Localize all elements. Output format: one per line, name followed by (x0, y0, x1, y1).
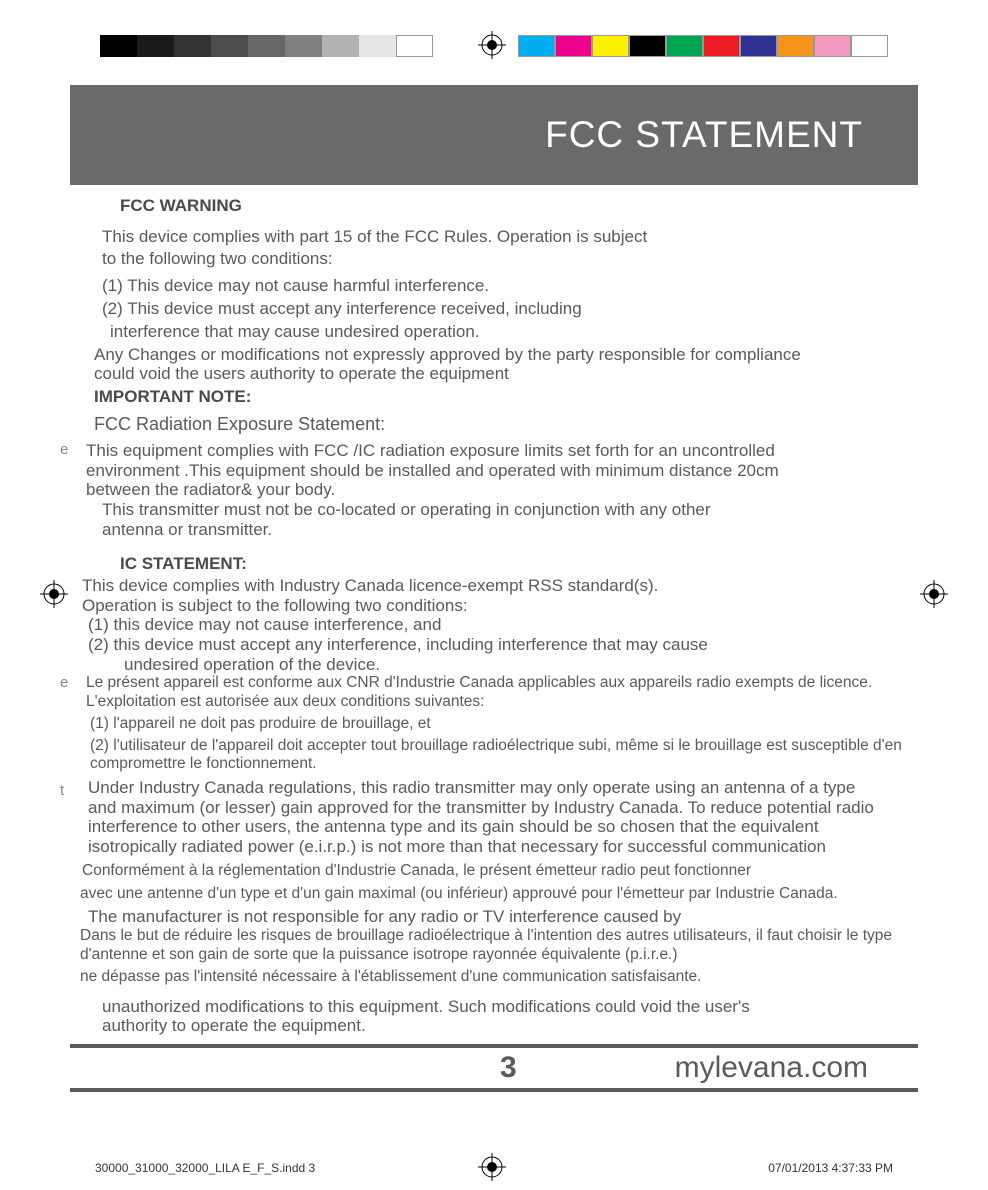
registration-target-bottom (478, 1153, 506, 1181)
margin-marker-2: e (60, 674, 68, 693)
ic-fr1: Le présent appareil est conforme aux CNR… (86, 674, 916, 711)
radiation-body1: This equipment complies with FCC /IC rad… (86, 441, 806, 500)
margin-marker-1: e (60, 441, 68, 460)
fcc-intro: This device complies with part 15 of the… (102, 226, 662, 269)
margin-marker-3: t (60, 782, 64, 801)
footer-bar: 3 mylevana.com (70, 1044, 918, 1092)
ic-line2: Operation is subject to the following tw… (82, 596, 916, 616)
radiation-body2: This transmitter must not be co-located … (102, 500, 762, 539)
ic-fr-reg1: Conformément à la réglementation d'Indus… (82, 862, 916, 881)
ic-en-manu: The manufacturer is not responsible for … (88, 907, 916, 927)
registration-target-left (40, 580, 68, 608)
color-squares (518, 35, 888, 57)
print-info-left: 30000_31000_32000_LILA E_F_S.indd 3 (95, 1161, 315, 1175)
fcc-cond2a: (2) This device must accept any interfer… (102, 298, 916, 319)
header-bar: FCC STATEMENT (70, 85, 918, 185)
grayscale-squares (100, 35, 433, 57)
ic-cond2: (2) this device must accept any interfer… (88, 635, 916, 655)
ic-cond1: (1) this device may not cause interferen… (88, 615, 916, 635)
ic-fr-reg4: ne dépasse pas l'intensité nécessaire à … (80, 968, 916, 987)
page-number: 3 (500, 1051, 517, 1085)
page-title: FCC STATEMENT (545, 114, 863, 156)
ic-fr-cond1: (1) l'appareil ne doit pas produire de b… (90, 715, 916, 734)
content-body: FCC WARNING This device complies with pa… (72, 195, 916, 1036)
ic-cond2b: undesired operation of the device. (124, 655, 916, 675)
footer-url: mylevana.com (675, 1051, 868, 1085)
fcc-changes: Any Changes or modifications not express… (94, 345, 824, 384)
fcc-cond1: (1) This device may not cause harmful in… (102, 275, 916, 296)
registration-target-top (478, 31, 506, 59)
ic-heading: IC STATEMENT: (120, 553, 916, 574)
radiation-sub: FCC Radiation Exposure Statement: (94, 413, 916, 436)
fcc-cond2b: interference that may cause undesired op… (110, 321, 916, 342)
ic-en-reg: Under Industry Canada regulations, this … (88, 778, 878, 856)
ic-fr-cond2: (2) l'utilisateur de l'appareil doit acc… (90, 737, 916, 774)
important-note-heading: IMPORTANT NOTE: (94, 386, 916, 407)
ic-fr-reg2: avec une antenne d'un type et d'un gain … (80, 885, 916, 904)
ic-line1: This device complies with Industry Canad… (82, 576, 916, 596)
registration-marks-top (0, 35, 988, 65)
print-info-right: 07/01/2013 4:37:33 PM (768, 1161, 893, 1175)
ic-en-manu2: unauthorized modifications to this equip… (102, 997, 802, 1036)
fcc-warning-heading: FCC WARNING (120, 195, 916, 216)
registration-target-right (920, 580, 948, 608)
ic-fr-reg3: Dans le but de réduire les risques de br… (80, 927, 916, 964)
